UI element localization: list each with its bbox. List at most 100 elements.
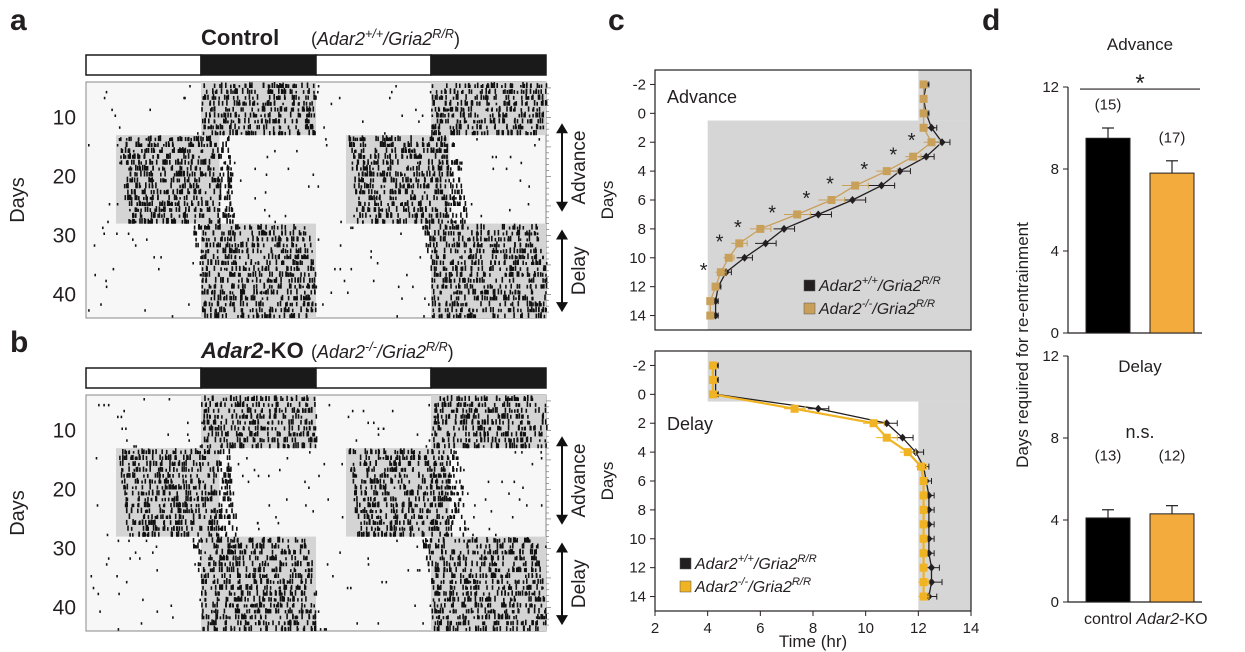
activity-tick: [534, 255, 536, 260]
activity-tick: [228, 166, 230, 171]
activity-tick: [102, 226, 104, 230]
activity-tick: [285, 271, 287, 277]
activity-tick: [160, 172, 162, 177]
activity-tick: [207, 249, 209, 254]
activity-tick: [139, 218, 141, 224]
activity-tick: [267, 288, 269, 295]
activity-tick: [114, 114, 117, 117]
activity-tick: [537, 89, 540, 94]
activity-tick: [446, 83, 448, 88]
activity-tick: [206, 143, 209, 147]
activity-tick: [314, 444, 317, 449]
activity-tick: [480, 119, 483, 124]
activity-tick: [177, 507, 180, 514]
activity-tick: [136, 165, 139, 171]
activity-tick: [364, 497, 366, 502]
activity-tick: [229, 478, 231, 484]
activity-tick: [198, 189, 200, 195]
activity-tick: [189, 85, 191, 88]
activity-tick: [311, 303, 313, 307]
activity-tick: [410, 141, 412, 147]
activity-tick: [185, 220, 188, 224]
activity-tick: [509, 155, 512, 159]
activity-tick: [458, 189, 460, 195]
activity-tick: [395, 178, 398, 183]
activity-tick: [197, 495, 199, 502]
activity-tick: [169, 137, 171, 142]
activity-tick: [471, 420, 473, 425]
activity-tick: [521, 95, 523, 100]
activity-tick: [451, 188, 454, 195]
activity-tick: [445, 196, 447, 201]
activity-tick: [240, 443, 243, 449]
activity-tick: [436, 94, 438, 100]
activity-tick: [431, 277, 433, 283]
activity-tick: [488, 230, 490, 236]
activity-tick: [219, 449, 222, 455]
activity-tick: [452, 142, 454, 147]
activity-tick: [528, 443, 531, 449]
activity-tick: [154, 208, 156, 212]
activity-tick: [377, 136, 379, 142]
activity-tick: [269, 279, 272, 283]
activity-tick: [493, 125, 496, 130]
activity-tick: [210, 125, 212, 130]
activity-tick: [142, 450, 144, 455]
activity-tick: [518, 290, 521, 295]
activity-tick: [220, 82, 223, 88]
activity-tick: [307, 95, 309, 100]
activity-tick: [202, 118, 204, 124]
ld-bar-dark: [430, 367, 547, 389]
activity-tick: [427, 165, 430, 171]
activity-tick: [518, 235, 520, 242]
activity-tick: [419, 256, 422, 259]
activity-tick: [185, 474, 187, 478]
activity-tick: [449, 460, 451, 466]
activity-tick: [288, 424, 291, 431]
activity-tick: [105, 90, 108, 94]
activity-tick: [510, 414, 512, 419]
activity-tick: [237, 101, 240, 106]
activity-tick: [444, 214, 447, 218]
activity-tick: [304, 480, 306, 484]
activity-tick: [170, 166, 173, 171]
activity-tick: [440, 95, 442, 100]
activity-tick: [292, 313, 295, 319]
activity-tick: [155, 182, 157, 189]
activity-tick: [459, 201, 461, 206]
activity-tick: [459, 497, 462, 502]
activity-tick: [156, 485, 159, 490]
activity-tick: [125, 450, 128, 455]
activity-tick: [175, 159, 177, 165]
activity-tick: [445, 225, 448, 230]
activity-tick: [464, 302, 467, 307]
activity-tick: [225, 243, 227, 248]
activity-tick: [433, 415, 436, 419]
activity-tick: [151, 479, 153, 484]
activity-tick: [504, 101, 506, 106]
activity-tick: [473, 409, 476, 413]
activity-tick: [235, 261, 237, 265]
activity-tick: [544, 278, 546, 283]
activity-tick: [184, 155, 187, 159]
activity-tick: [175, 502, 178, 508]
activity-tick: [461, 224, 463, 230]
activity-tick: [361, 479, 363, 484]
activity-tick: [249, 430, 251, 437]
days-tick-label: 20: [53, 165, 76, 188]
activity-tick: [507, 94, 510, 100]
activity-tick: [218, 178, 221, 183]
activity-tick: [419, 508, 421, 514]
activity-tick: [382, 484, 385, 490]
activity-tick: [463, 206, 465, 212]
activity-tick: [94, 273, 96, 277]
activity-tick: [314, 307, 317, 313]
activity-tick: [536, 108, 538, 112]
activity-tick: [538, 84, 540, 88]
activity-tick: [350, 267, 353, 271]
activity-tick: [359, 155, 362, 159]
activity-tick: [204, 308, 206, 313]
activity-tick: [436, 111, 438, 118]
activity-tick: [457, 508, 460, 514]
activity-tick: [379, 141, 382, 147]
